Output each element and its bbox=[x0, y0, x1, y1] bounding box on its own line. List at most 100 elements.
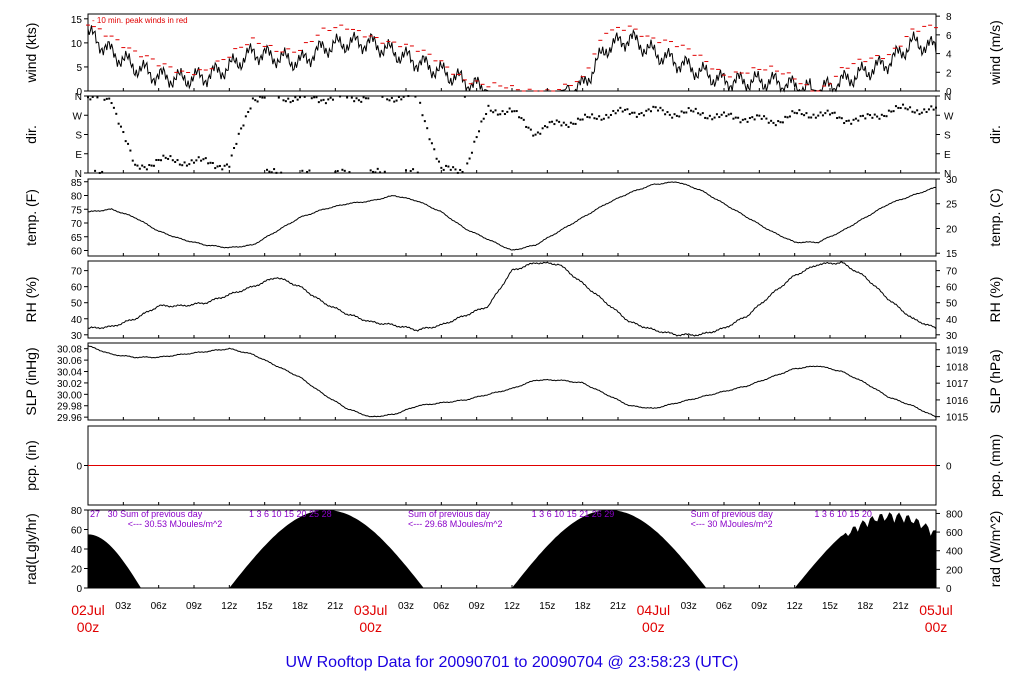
dir-point bbox=[576, 117, 579, 120]
dir-point bbox=[890, 110, 893, 113]
dir-point bbox=[393, 100, 396, 103]
y-tick-label-right: 60 bbox=[946, 283, 958, 294]
dir-point bbox=[308, 169, 311, 172]
dir-point bbox=[713, 116, 716, 119]
dir-point bbox=[612, 109, 615, 112]
dir-point bbox=[833, 111, 836, 114]
date-hour-label: 00z bbox=[925, 619, 948, 635]
dir-point bbox=[581, 118, 584, 121]
dir-point bbox=[784, 115, 787, 118]
rad-note: Sum of previous day bbox=[691, 509, 774, 519]
dir-point bbox=[400, 98, 403, 101]
dir-point bbox=[362, 96, 365, 99]
dir-point bbox=[251, 97, 254, 100]
dir-point bbox=[871, 116, 874, 119]
time-tick-label: 06z bbox=[151, 601, 167, 612]
y-axis-label-right-temp: temp. (C) bbox=[987, 188, 1003, 246]
panel-frame-temp bbox=[87, 178, 937, 257]
slp-series bbox=[87, 345, 937, 418]
y-tick-label-left: 70 bbox=[71, 219, 83, 230]
y-tick-label-right: 200 bbox=[946, 565, 963, 576]
dir-point bbox=[313, 96, 316, 99]
dir-point bbox=[628, 113, 631, 116]
dir-point bbox=[819, 111, 822, 114]
dir-point bbox=[480, 120, 483, 123]
dir-point bbox=[412, 168, 415, 171]
y-tick-label-left: 60 bbox=[71, 247, 83, 258]
dir-point bbox=[470, 151, 473, 154]
y-tick-label-right: 4 bbox=[946, 50, 952, 61]
dir-point bbox=[98, 171, 101, 174]
panel-frame-dir bbox=[87, 95, 937, 174]
date-hour-label: 00z bbox=[642, 619, 665, 635]
dir-point bbox=[725, 115, 728, 118]
rad-note: 27 bbox=[90, 509, 100, 519]
y-tick-label-right: 1019 bbox=[946, 346, 969, 357]
dir-point bbox=[157, 158, 160, 161]
y-tick-label-right: 0 bbox=[946, 87, 952, 98]
dir-point bbox=[115, 112, 118, 115]
dir-point bbox=[704, 116, 707, 119]
dir-point bbox=[899, 107, 902, 110]
dir-point bbox=[522, 118, 525, 121]
time-tick-label: 18z bbox=[857, 601, 873, 612]
dir-point bbox=[87, 96, 89, 99]
dir-point bbox=[388, 99, 391, 102]
dir-point bbox=[496, 113, 499, 116]
y-tick-label-right: 600 bbox=[946, 528, 963, 539]
dir-tick-label-right: E bbox=[944, 150, 951, 161]
dir-point bbox=[925, 110, 928, 113]
dir-point bbox=[148, 164, 151, 167]
y-tick-label-left: 40 bbox=[71, 545, 83, 556]
dir-point bbox=[916, 109, 919, 112]
rad-note: 1 3 6 10 15 21 26 29 bbox=[532, 509, 615, 519]
dir-point bbox=[793, 111, 796, 114]
dir-point bbox=[847, 119, 850, 122]
dir-point bbox=[327, 98, 330, 101]
dir-point bbox=[101, 170, 104, 173]
dir-point bbox=[376, 167, 379, 170]
y-axis-label-left-wind: wind (kts) bbox=[23, 23, 39, 84]
time-tick-label: 12z bbox=[787, 601, 803, 612]
dir-point bbox=[774, 124, 777, 127]
dir-point bbox=[103, 98, 106, 101]
dir-point bbox=[861, 114, 864, 117]
dir-point bbox=[723, 111, 725, 114]
date-label: 05Jul bbox=[919, 602, 952, 618]
dir-point bbox=[322, 98, 325, 101]
y-tick-label-left: 40 bbox=[71, 315, 83, 326]
y-tick-label-left: 30 bbox=[71, 331, 83, 342]
panel-slp: SLP (inHg) SLP (hPa)29.9629.9830.0030.023… bbox=[23, 342, 1003, 424]
dir-point bbox=[664, 113, 667, 116]
dir-point bbox=[475, 136, 478, 139]
dir-point bbox=[200, 159, 203, 162]
dir-point bbox=[162, 154, 165, 157]
rh-series bbox=[87, 261, 937, 337]
dir-point bbox=[572, 122, 575, 125]
dir-point bbox=[913, 111, 916, 114]
y-tick-label-right: 0 bbox=[946, 584, 952, 595]
dir-point bbox=[668, 113, 671, 116]
dir-point bbox=[249, 107, 252, 110]
panel-frame-slp bbox=[87, 342, 937, 421]
dir-point bbox=[185, 164, 188, 167]
dir-point bbox=[690, 109, 693, 112]
dir-point bbox=[499, 113, 502, 116]
panel-temp: temp. (F) temp. (C) 60 65 70 75 80 85 15 20 25 30 bbox=[23, 175, 1003, 260]
dir-point bbox=[374, 171, 377, 174]
dir-point bbox=[649, 110, 652, 113]
dir-point bbox=[310, 97, 313, 100]
dir-point bbox=[923, 108, 926, 111]
dir-point bbox=[183, 161, 186, 164]
dir-point bbox=[303, 95, 306, 98]
dir-point bbox=[786, 116, 789, 119]
y-tick-label-right: 8 bbox=[946, 12, 952, 23]
y-axis-label-right-rh: RH (%) bbox=[987, 277, 1003, 323]
dir-point bbox=[720, 113, 723, 116]
dir-tick-label-right: W bbox=[944, 111, 954, 122]
dir-point bbox=[317, 101, 320, 104]
dir-point bbox=[171, 159, 174, 162]
y-tick-label-left: 0 bbox=[76, 462, 82, 473]
dir-point bbox=[143, 166, 146, 169]
y-tick-label-right: 15 bbox=[946, 249, 958, 260]
